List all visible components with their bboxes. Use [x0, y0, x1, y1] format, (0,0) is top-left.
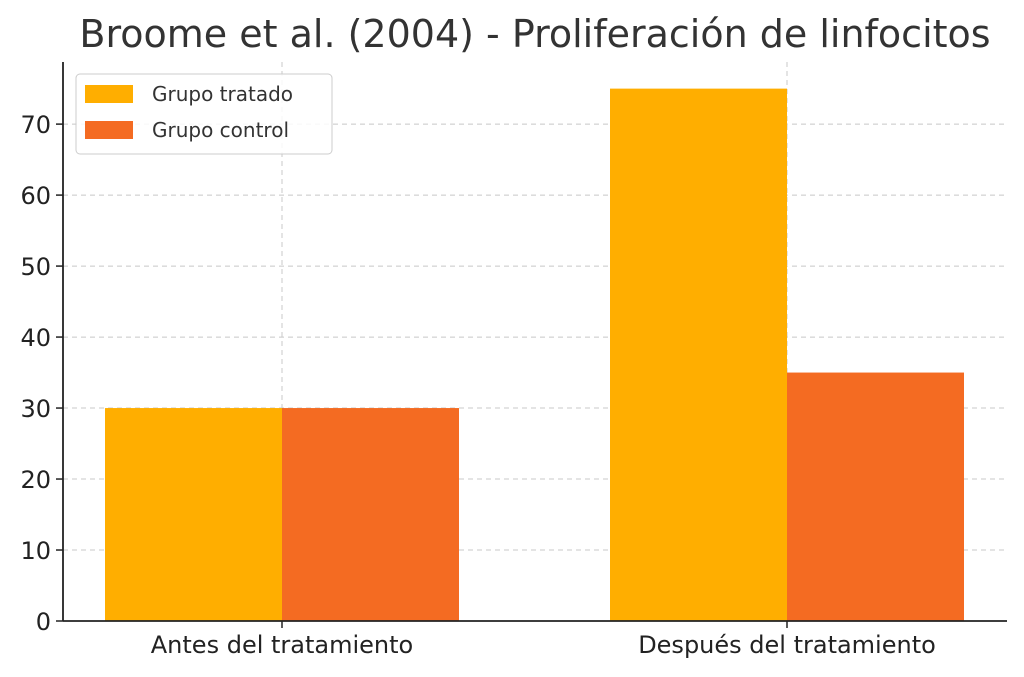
y-axis-ticks: 0 10 20 30 40 50 60 70 [20, 111, 63, 636]
y-tick-label: 60 [20, 182, 51, 210]
legend-box [75, 73, 333, 155]
legend-label-grupo-control: Grupo control [152, 118, 289, 142]
legend-label-grupo-tratado: Grupo tratado [152, 82, 293, 106]
y-tick-label: 70 [20, 111, 51, 139]
bars [105, 88, 964, 622]
legend-swatch-grupo-control [85, 121, 133, 139]
chart-title: Broome et al. (2004) - Proliferación de … [79, 12, 990, 56]
y-tick-label: 0 [36, 608, 51, 636]
y-tick-label: 40 [20, 324, 51, 352]
y-tick-label: 20 [20, 466, 51, 494]
y-tick-label: 30 [20, 395, 51, 423]
x-tick-label-antes-del-tratamiento: Antes del tratamiento [151, 631, 413, 659]
legend-swatch-grupo-tratado [85, 85, 133, 103]
x-tick-label-despues-del-tratamiento: Después del tratamiento [638, 631, 936, 659]
x-axis-ticks: Antes del tratamiento Después del tratami… [151, 621, 936, 659]
bar-grupo-control-antes-del-tratamiento [282, 408, 459, 621]
bar-grupo-control-despues-del-tratamiento [787, 372, 964, 621]
y-tick-label: 10 [20, 537, 51, 565]
axes [62, 62, 1007, 622]
legend: Grupo tratado Grupo control [75, 73, 333, 155]
bar-grupo-tratado-despues-del-tratamiento [610, 88, 787, 622]
bar-grupo-tratado-antes-del-tratamiento [105, 408, 282, 621]
y-tick-label: 50 [20, 253, 51, 281]
